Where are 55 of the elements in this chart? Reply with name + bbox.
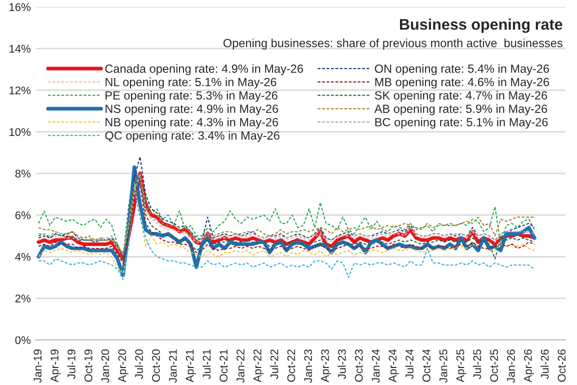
legend-label: NS opening rate: 4.9% in May-26 [106, 104, 278, 116]
x-tick-label: Apr-25 [456, 349, 466, 382]
line-series [38, 156, 536, 258]
x-tick-label: Jan-21 [168, 350, 177, 383]
legend-label: Canada opening rate: 4.9% in May-26 [105, 64, 304, 76]
x-tick-label: Apr-26 [524, 349, 534, 382]
legend-label: SK opening rate: 4.7% in May-26 [374, 90, 548, 102]
legend-label: NL opening rate: 5.1% in May-26 [106, 78, 276, 89]
x-tick-label: Apr-20 [118, 349, 128, 382]
x-tick-label: Jul-25 [472, 349, 482, 380]
y-tick-label: 2% [15, 294, 31, 302]
x-tick-label: Jan-22 [236, 350, 244, 383]
x-tick-label: Apr-24 [388, 349, 399, 382]
x-tick-label: Oct-25 [490, 349, 498, 382]
x-tick-label: Apr-19 [50, 350, 61, 382]
text: Opening businesses: share of previous month active businesses [223, 38, 562, 50]
y-tick-label: 4% [15, 253, 31, 261]
x-tick-label: Oct-20 [152, 349, 160, 382]
x-tick-label: Jan-20 [101, 349, 110, 383]
y-tick-label: 8% [15, 170, 31, 178]
x-tick-label: Apr-23 [321, 349, 332, 382]
x-tick-label: Oct-23 [354, 349, 363, 382]
text: Business opening rate [400, 18, 562, 33]
x-tick-label: Jan-25 [439, 349, 448, 383]
x-tick-label: Jul-21 [202, 350, 211, 380]
x-tick-label: Jul-19 [67, 350, 76, 380]
legend-label: MB opening rate: 4.6% in May-26 [375, 78, 550, 89]
x-tick-label: Oct-24 [422, 349, 430, 382]
x-tick-label: Jul-22 [270, 350, 278, 380]
x-tick-label: Oct-21 [220, 350, 228, 382]
x-tick-label: Oct-26 [558, 349, 566, 382]
legend-label: ON opening rate: 5.4% in May-26 [374, 64, 550, 76]
legend-label: PE opening rate: 5.3% in May-26 [106, 90, 278, 102]
x-tick-label: Jan-19 [34, 350, 42, 383]
legend-label: QC opening rate: 3.4% in May-26 [105, 131, 280, 142]
y-tick-label: 10% [10, 128, 31, 136]
x-tick-label: Jul-26 [540, 349, 549, 380]
x-tick-label: Jan-23 [304, 349, 312, 383]
y-tick-label: 6% [15, 211, 31, 220]
x-tick-label: Jan-26 [507, 349, 515, 383]
x-tick-label: Jul-24 [405, 349, 414, 380]
x-tick-label: Jul-20 [134, 349, 144, 380]
x-tick-label: Jul-23 [338, 349, 346, 380]
legend-label: AB opening rate: 5.9% in May-26 [374, 104, 548, 116]
x-tick-label: Jan-24 [372, 349, 380, 383]
y-tick-label: 12% [10, 86, 31, 94]
x-tick-label: Apr-21 [186, 350, 196, 382]
legend-label: BC opening rate: 5.1% in May-26 [375, 118, 548, 129]
y-tick-label: 0% [15, 336, 31, 344]
legend-label: NB opening rate: 4.3% in May-26 [106, 118, 278, 129]
y-tick-label: 16% [10, 3, 31, 12]
x-tick-label: Apr-22 [253, 350, 264, 382]
y-tick-label: 14% [10, 44, 31, 53]
x-tick-label: Oct-19 [84, 350, 92, 382]
x-tick-label: Oct-22 [287, 350, 296, 382]
